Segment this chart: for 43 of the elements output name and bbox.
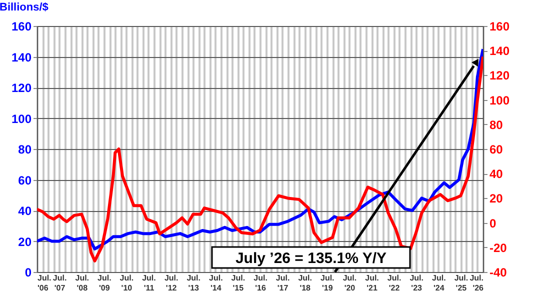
y2-tick-label: 20	[490, 192, 504, 206]
x-tick-label: Jul. '25	[454, 274, 468, 292]
x-tick-label: Jul. '18	[298, 274, 312, 292]
x-tick-label: Jul. '19	[320, 274, 334, 292]
x-tick-label: Jul. '09	[98, 274, 112, 292]
y2-tick-label: 0	[490, 216, 496, 230]
y-tick-label: 40	[18, 204, 32, 218]
y2-tick-label: 40	[490, 167, 504, 182]
y2-tick-label: 160	[490, 20, 510, 34]
x-tick-label: Jul. '24	[432, 274, 446, 292]
y-tick-label: 120	[11, 81, 32, 95]
y2-tick-label: -20	[490, 240, 508, 255]
y-tick-label: 140	[11, 50, 32, 64]
x-tick-label: Jul. '20	[342, 274, 357, 292]
x-tick-label: Jul. '23	[410, 274, 424, 292]
y-tick-label: 100	[11, 112, 32, 126]
y-tick-label: 60	[18, 173, 32, 188]
y2-tick-label: -40	[490, 266, 508, 280]
x-tick-label: Jul. '08	[75, 274, 90, 292]
x-tick-label: Jul. '16	[254, 274, 268, 292]
y-tick-label: 20	[18, 234, 32, 249]
x-tick-label: Jul. '15	[231, 274, 246, 292]
y-tick-label: 0	[24, 266, 32, 280]
x-tick-label: Jul. '21	[365, 274, 379, 292]
x-tick-label: Jul. '26	[470, 274, 484, 292]
x-tick-label: Jul. '07	[52, 274, 67, 292]
x-tick-label: Jul. '10	[120, 274, 134, 292]
x-tick-label: Jul. '06	[38, 274, 52, 292]
y2-tick-label: 140	[490, 44, 510, 58]
y-tick-label: 80	[18, 142, 32, 156]
y2-tick-label: 60	[490, 142, 504, 156]
x-tick-label: Jul. '11	[142, 274, 156, 292]
x-tick-label: Jul. '22	[387, 274, 402, 292]
x-tick-label: Jul. '13	[186, 274, 201, 292]
y-tick-label: 160	[11, 20, 32, 34]
y2-tick-label: 100	[490, 93, 510, 108]
x-tick-label: Jul. '17	[276, 274, 290, 292]
y-axis-title: Billions/$	[0, 2, 48, 14]
y2-tick-label: 120	[490, 68, 510, 83]
x-tick-label: Jul. '14	[209, 274, 223, 292]
y2-tick-label: 80	[490, 118, 504, 132]
annotation: July ’26 = 135.1% Y/Y	[235, 250, 387, 267]
x-tick-label: Jul. '12	[164, 274, 178, 292]
